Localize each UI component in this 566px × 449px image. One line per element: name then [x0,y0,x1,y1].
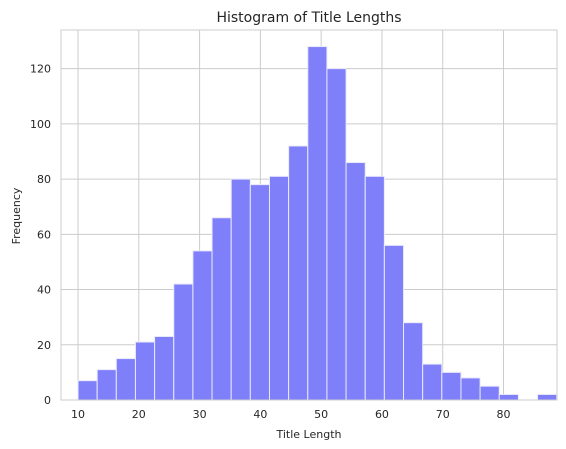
histogram-bars [77,46,558,401]
histogram-bar [345,162,366,401]
histogram-bar [288,145,309,401]
plot-frame [60,29,558,401]
x-tick-label: 20 [132,408,146,421]
y-axis-label: Frequency [10,187,23,244]
histogram-bar [77,380,98,401]
histogram-bar [268,175,290,401]
histogram-bar [249,184,270,401]
histogram-bar [479,385,500,401]
histogram-bar [364,175,385,401]
histogram-bar [173,283,194,401]
x-tick-label: 10 [71,408,85,421]
histogram-bar [115,358,136,401]
x-tick-label: 80 [497,408,511,421]
y-tick-labels: 0 20 40 60 80 100 120 [30,63,51,407]
histogram-bar [403,322,424,401]
y-tick-label: 40 [37,284,51,297]
y-tick-label: 0 [44,394,51,407]
x-tick-label: 50 [314,408,328,421]
histogram-bar [154,335,175,401]
y-tick-label: 60 [37,228,51,241]
histogram-bar [498,393,519,401]
histogram-bar [307,46,328,401]
histogram-bar [441,371,462,401]
x-tick-label: 60 [375,408,389,421]
x-tick-labels: 10 20 30 40 50 60 70 80 [71,408,510,421]
histogram-bar [422,363,443,401]
histogram-bar [383,244,405,401]
x-axis-label: Title Length [275,428,341,441]
chart-title: Histogram of Title Lengths [216,10,401,26]
histogram-bar [134,341,156,401]
y-tick-label: 120 [30,63,51,76]
x-tick-label: 40 [253,408,267,421]
y-tick-label: 100 [30,118,51,131]
x-tick-label: 70 [436,408,450,421]
histogram-bar [326,68,347,401]
histogram-bar [96,369,117,401]
histogram-bar [192,250,213,401]
histogram-bar [537,393,558,401]
histogram-bar [230,178,251,401]
y-tick-label: 80 [37,173,51,186]
histogram-bar [460,377,481,401]
y-tick-label: 20 [37,339,51,352]
histogram-bar [211,217,232,401]
x-tick-label: 30 [193,408,207,421]
